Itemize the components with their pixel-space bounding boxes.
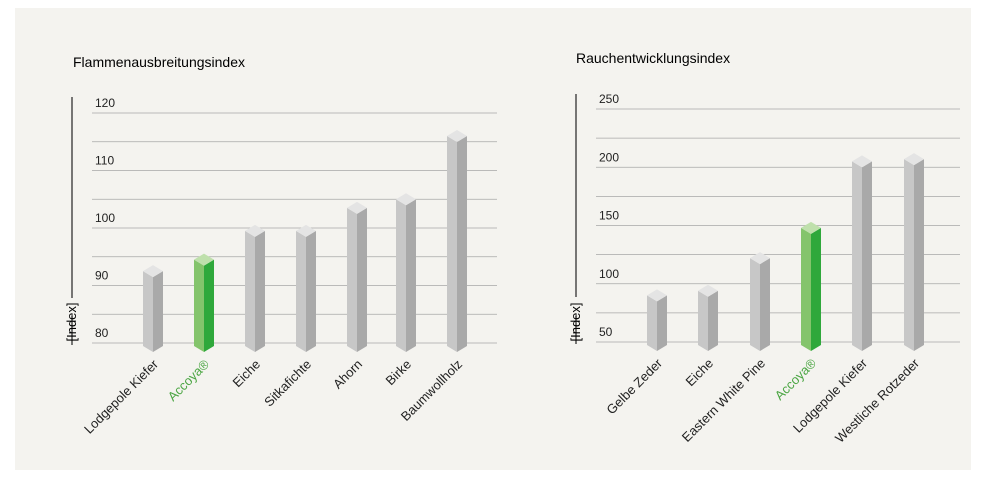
bar-front-face bbox=[447, 136, 457, 352]
bar-top-face bbox=[347, 201, 367, 214]
bar-side-face bbox=[914, 159, 924, 351]
bar bbox=[801, 221, 821, 351]
bar bbox=[750, 252, 770, 351]
chart-title: Flammenausbreitungsindex bbox=[73, 54, 245, 70]
bar-side-face bbox=[255, 230, 265, 352]
bar-side-face bbox=[708, 290, 718, 351]
bar-front-face bbox=[801, 227, 811, 351]
bar-front-face bbox=[194, 259, 204, 352]
bar-side-face bbox=[406, 199, 416, 352]
y-tick-label: 80 bbox=[95, 326, 109, 340]
bar-side-face bbox=[811, 227, 821, 351]
bar-side-face bbox=[862, 161, 872, 351]
bar bbox=[904, 153, 924, 351]
bar bbox=[245, 224, 265, 352]
bar-top-face bbox=[143, 265, 163, 278]
y-axis-label: [Index] bbox=[64, 302, 79, 341]
bar-top-face bbox=[647, 289, 667, 302]
bar-top-face bbox=[296, 224, 316, 237]
bar-side-face bbox=[306, 230, 316, 352]
bar-top-face bbox=[750, 252, 770, 265]
y-tick-label: 90 bbox=[95, 269, 109, 283]
bar bbox=[396, 193, 416, 352]
bar-top-face bbox=[447, 130, 467, 142]
y-tick-label: 100 bbox=[599, 267, 619, 281]
y-tick-label: 150 bbox=[599, 209, 619, 223]
bar-front-face bbox=[698, 290, 708, 351]
bar-front-face bbox=[647, 295, 657, 351]
bar-front-face bbox=[904, 159, 914, 351]
bar-top-face bbox=[396, 193, 416, 206]
bar-front-face bbox=[143, 271, 153, 352]
bar-front-face bbox=[347, 207, 357, 352]
bar-side-face bbox=[153, 271, 163, 352]
y-axis-label: [Index] bbox=[568, 302, 583, 341]
bar-front-face bbox=[245, 230, 255, 352]
bar-top-face bbox=[194, 253, 214, 266]
bar bbox=[143, 265, 163, 352]
y-tick-label: 110 bbox=[95, 154, 114, 168]
bar-front-face bbox=[750, 258, 760, 351]
bar-top-face bbox=[852, 155, 872, 168]
bar-side-face bbox=[204, 259, 214, 352]
y-tick-label: 100 bbox=[95, 211, 115, 225]
bar bbox=[647, 289, 667, 351]
bar bbox=[296, 224, 316, 352]
y-tick-label: 200 bbox=[599, 150, 619, 164]
bar-top-face bbox=[698, 284, 718, 297]
y-tick-label: 250 bbox=[599, 92, 619, 106]
bar-front-face bbox=[852, 161, 862, 351]
bar-side-face bbox=[657, 295, 667, 351]
y-tick-label: 50 bbox=[599, 325, 613, 339]
bar-front-face bbox=[396, 199, 406, 352]
bar-side-face bbox=[457, 136, 467, 352]
bar-side-face bbox=[357, 207, 367, 352]
bar bbox=[852, 155, 872, 351]
bar bbox=[698, 284, 718, 351]
bar-front-face bbox=[296, 230, 306, 352]
chart-title: Rauchentwicklungsindex bbox=[576, 50, 730, 66]
bar-top-face bbox=[801, 221, 821, 234]
y-tick-label: 120 bbox=[95, 96, 115, 110]
bar-top-face bbox=[904, 153, 924, 166]
bar-top-face bbox=[245, 224, 265, 237]
bar bbox=[194, 253, 214, 352]
bar bbox=[447, 130, 467, 352]
bar-side-face bbox=[760, 258, 770, 351]
bar bbox=[347, 201, 367, 352]
